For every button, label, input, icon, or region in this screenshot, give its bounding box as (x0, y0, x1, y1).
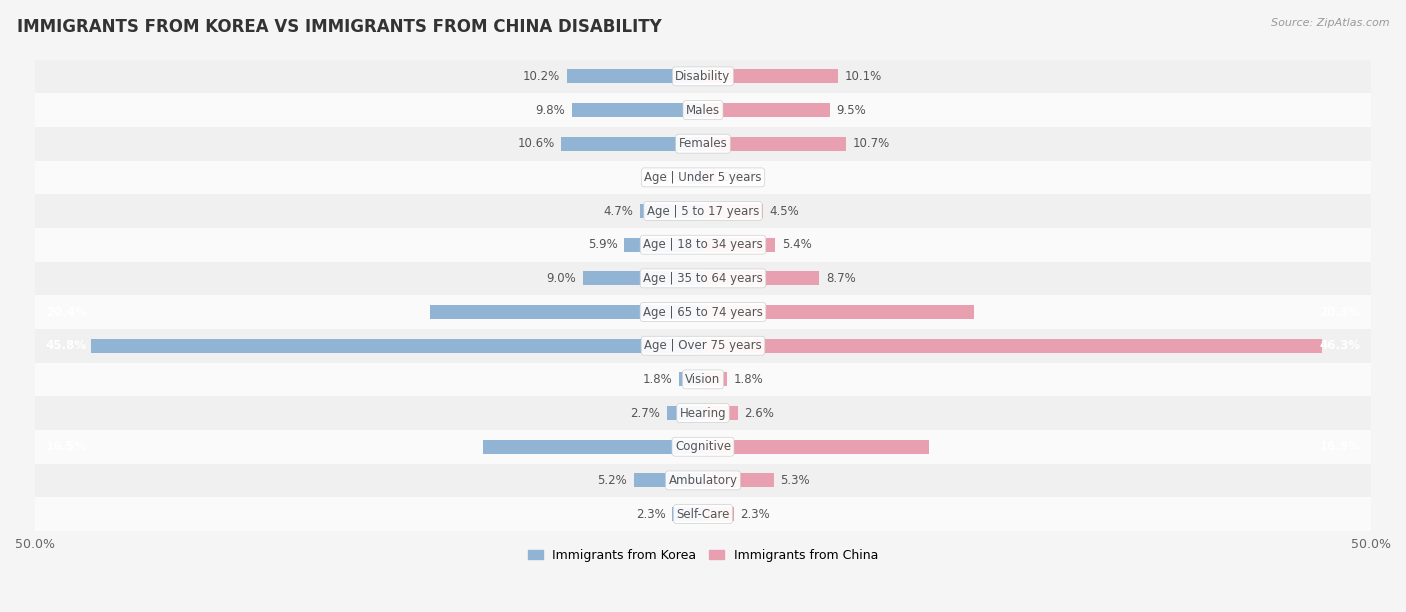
Text: 20.4%: 20.4% (45, 305, 87, 319)
Bar (35, 228, 1371, 261)
Text: 9.8%: 9.8% (536, 103, 565, 116)
Text: 4.5%: 4.5% (770, 204, 800, 217)
Bar (430, 305, 703, 319)
Bar (35, 93, 1371, 127)
Text: Age | Over 75 years: Age | Over 75 years (644, 339, 762, 353)
Text: Source: ZipAtlas.com: Source: ZipAtlas.com (1271, 18, 1389, 28)
Text: 10.6%: 10.6% (517, 137, 555, 150)
Bar (703, 439, 929, 454)
Bar (35, 329, 1371, 362)
Bar (703, 136, 846, 151)
Bar (703, 507, 734, 521)
Bar (703, 204, 763, 218)
Text: 5.3%: 5.3% (780, 474, 810, 487)
Bar (582, 271, 703, 285)
Text: 1.1%: 1.1% (652, 171, 682, 184)
Text: Females: Females (679, 137, 727, 150)
Text: Cognitive: Cognitive (675, 440, 731, 453)
Text: 16.9%: 16.9% (1319, 440, 1361, 453)
Text: 9.5%: 9.5% (837, 103, 866, 116)
Bar (35, 160, 1371, 194)
Text: 0.96%: 0.96% (723, 171, 759, 184)
Bar (679, 372, 703, 386)
Text: 5.4%: 5.4% (782, 238, 811, 251)
Text: Age | 65 to 74 years: Age | 65 to 74 years (643, 305, 763, 319)
Bar (666, 406, 703, 420)
Bar (703, 473, 773, 488)
Bar (634, 473, 703, 488)
Text: 8.7%: 8.7% (825, 272, 856, 285)
Bar (703, 237, 775, 252)
Bar (35, 261, 1371, 295)
Text: Age | 18 to 34 years: Age | 18 to 34 years (643, 238, 763, 251)
Text: Disability: Disability (675, 70, 731, 83)
Bar (35, 127, 1371, 160)
Text: 1.8%: 1.8% (643, 373, 672, 386)
Text: 16.5%: 16.5% (45, 440, 87, 453)
Text: 5.2%: 5.2% (598, 474, 627, 487)
Text: Ambulatory: Ambulatory (668, 474, 738, 487)
Bar (624, 237, 703, 252)
Bar (567, 69, 703, 83)
Text: 2.6%: 2.6% (744, 406, 775, 420)
Text: 10.7%: 10.7% (852, 137, 890, 150)
Bar (689, 170, 703, 184)
Text: Age | 5 to 17 years: Age | 5 to 17 years (647, 204, 759, 217)
Text: 20.3%: 20.3% (1320, 305, 1361, 319)
Bar (703, 69, 838, 83)
Text: Age | Under 5 years: Age | Under 5 years (644, 171, 762, 184)
Bar (703, 103, 830, 117)
Text: 4.7%: 4.7% (603, 204, 634, 217)
Bar (35, 463, 1371, 497)
Text: 46.3%: 46.3% (1319, 339, 1361, 353)
Legend: Immigrants from Korea, Immigrants from China: Immigrants from Korea, Immigrants from C… (523, 543, 883, 567)
Text: IMMIGRANTS FROM KOREA VS IMMIGRANTS FROM CHINA DISABILITY: IMMIGRANTS FROM KOREA VS IMMIGRANTS FROM… (17, 18, 662, 36)
Bar (703, 406, 738, 420)
Bar (703, 170, 716, 184)
Bar (35, 194, 1371, 228)
Text: 2.3%: 2.3% (636, 507, 665, 521)
Bar (572, 103, 703, 117)
Bar (91, 338, 703, 353)
Bar (703, 305, 974, 319)
Text: 2.7%: 2.7% (630, 406, 661, 420)
Text: Vision: Vision (685, 373, 721, 386)
Bar (35, 295, 1371, 329)
Bar (703, 338, 1322, 353)
Bar (35, 497, 1371, 531)
Text: 45.8%: 45.8% (45, 339, 87, 353)
Text: Males: Males (686, 103, 720, 116)
Bar (561, 136, 703, 151)
Text: Age | 35 to 64 years: Age | 35 to 64 years (643, 272, 763, 285)
Text: Self-Care: Self-Care (676, 507, 730, 521)
Text: 10.2%: 10.2% (523, 70, 560, 83)
Bar (703, 271, 820, 285)
Text: 5.9%: 5.9% (588, 238, 617, 251)
Bar (640, 204, 703, 218)
Text: 1.8%: 1.8% (734, 373, 763, 386)
Bar (35, 59, 1371, 93)
Text: 10.1%: 10.1% (845, 70, 882, 83)
Text: 9.0%: 9.0% (547, 272, 576, 285)
Text: 2.3%: 2.3% (741, 507, 770, 521)
Bar (482, 439, 703, 454)
Text: Hearing: Hearing (679, 406, 727, 420)
Bar (35, 362, 1371, 396)
Bar (672, 507, 703, 521)
Bar (703, 372, 727, 386)
Bar (35, 396, 1371, 430)
Bar (35, 430, 1371, 463)
